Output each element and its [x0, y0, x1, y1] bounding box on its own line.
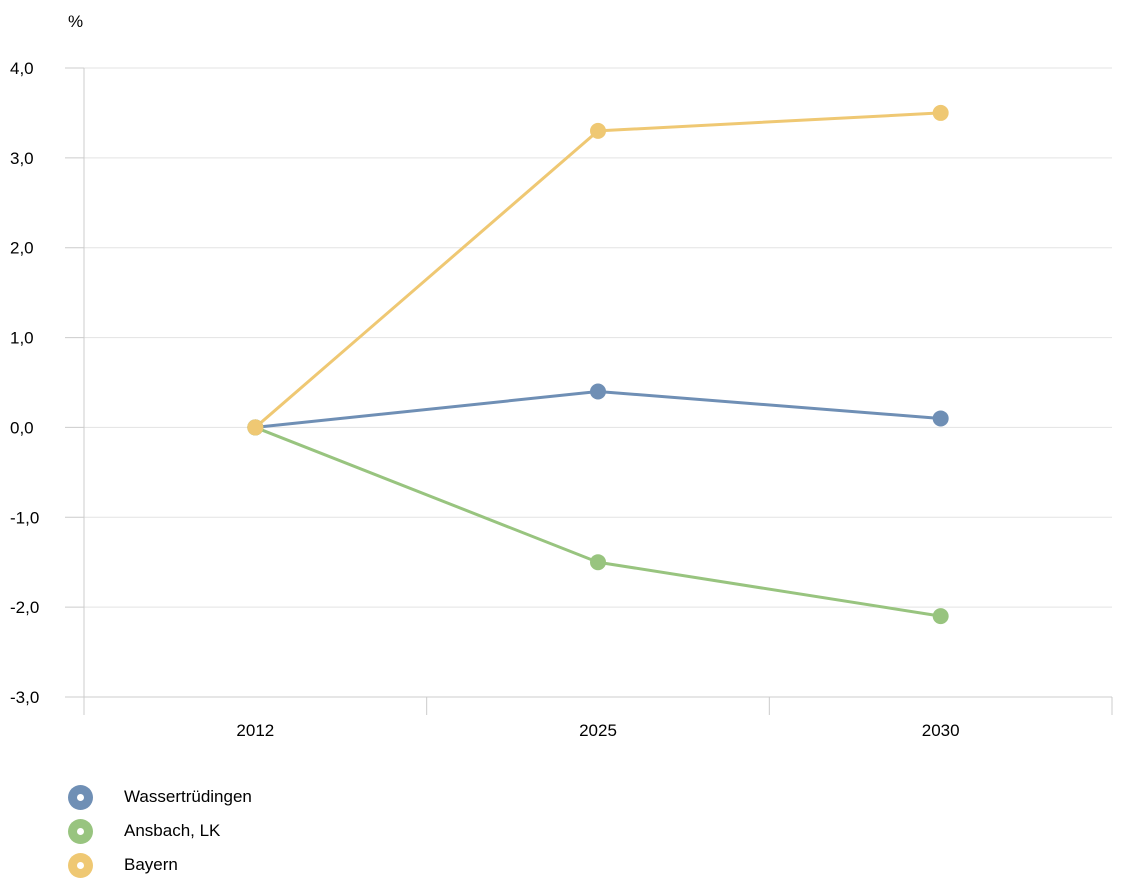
legend-item: Ansbach, LK: [68, 814, 252, 848]
line-chart: % -3,0-2,0-1,00,01,02,03,04,0 2012 2025 20…: [10, 12, 1113, 740]
x-tick-label: 2025: [579, 721, 617, 740]
legend-label: Ansbach, LK: [124, 821, 221, 840]
grid-lines: [84, 67, 1112, 608]
legend-marker-icon: [68, 818, 93, 844]
data-point: [590, 122, 606, 139]
legend: Wassertrüdingen Ansbach, LK Bayern: [68, 780, 252, 882]
data-point: [590, 554, 606, 571]
legend-marker-icon: [68, 784, 93, 810]
x-axis-ticks: 2012 2025 2030: [83, 697, 1113, 740]
x-tick-label: 2030: [922, 721, 960, 740]
series-points: [247, 104, 949, 625]
data-point: [932, 608, 949, 625]
series-line: [253, 111, 943, 429]
y-axis-unit-label: %: [68, 12, 83, 31]
legend-item: Wassertrüdingen: [68, 780, 252, 814]
series-lines: [253, 111, 943, 618]
legend-label: Bayern: [124, 855, 178, 874]
y-axis-ticks: -3,0 -2,0 -1,0 0,0 1,0 2,0 3,0 4,0: [10, 59, 84, 707]
y-tick-label: -1,0: [10, 508, 39, 527]
y-tick-label: -3,0: [10, 688, 39, 707]
data-point: [247, 419, 264, 436]
data-point: [932, 104, 949, 121]
legend-marker-icon: [68, 852, 93, 878]
series-line: [253, 425, 943, 618]
y-tick-label: 3,0: [10, 149, 34, 168]
y-tick-label: -2,0: [10, 598, 39, 617]
legend-item: Bayern: [68, 848, 252, 882]
y-tick-label: 2,0: [10, 239, 34, 258]
axes: [83, 68, 1112, 698]
data-point: [932, 410, 949, 427]
legend-label: Wassertrüdingen: [124, 787, 252, 806]
y-tick-label: 4,0: [10, 59, 34, 78]
x-tick-label: 2012: [236, 721, 274, 740]
y-tick-label: 0,0: [10, 418, 34, 437]
data-point: [590, 383, 606, 400]
y-tick-label: 1,0: [10, 329, 34, 348]
